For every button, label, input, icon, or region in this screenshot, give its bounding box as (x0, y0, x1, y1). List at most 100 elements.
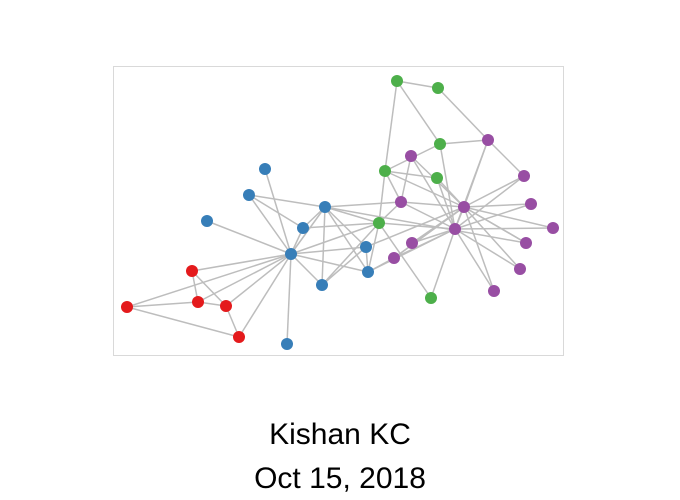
graph-node-green (434, 138, 446, 150)
graph-edge (365, 206, 465, 248)
graph-edge (206, 220, 292, 255)
graph-edge (437, 87, 489, 141)
graph-node-red (186, 265, 198, 277)
graph-edge (324, 201, 402, 208)
graph-edge (454, 228, 495, 292)
graph-node-blue (360, 241, 372, 253)
graph-edge (463, 206, 527, 244)
graph-node-purple (449, 223, 461, 235)
network-graph (113, 66, 564, 356)
graph-node-purple (458, 201, 470, 213)
graph-edge (454, 228, 521, 270)
graph-edge (324, 206, 367, 248)
graph-node-green (391, 75, 403, 87)
graph-node-blue (281, 338, 293, 350)
graph-edge (463, 206, 521, 270)
graph-edge (400, 201, 465, 208)
graph-edge (290, 253, 369, 273)
graph-edge (384, 80, 398, 172)
graph-node-green (425, 292, 437, 304)
graph-node-purple (525, 198, 537, 210)
graph-edge (487, 139, 525, 177)
graph-edge (191, 253, 292, 272)
graph-edge (238, 253, 292, 338)
graph-edge (126, 306, 240, 338)
graph-edge (430, 228, 456, 299)
graph-edge (321, 246, 367, 286)
graph-node-purple (395, 196, 407, 208)
graph-node-blue (259, 163, 271, 175)
author-name: Kishan KC (269, 418, 411, 451)
graph-edge (411, 228, 456, 244)
graph-node-blue (316, 279, 328, 291)
node-layer (121, 75, 559, 350)
graph-edge (321, 222, 380, 286)
graph-node-purple (514, 263, 526, 275)
graph-edge (324, 206, 380, 224)
graph-edge (400, 155, 412, 203)
graph-edge (126, 301, 199, 308)
graph-node-blue (297, 222, 309, 234)
graph-edge (378, 222, 456, 230)
presentation-date: Oct 15, 2018 (254, 462, 426, 495)
graph-node-blue (362, 266, 374, 278)
graph-edge (290, 246, 367, 255)
graph-node-green (373, 217, 385, 229)
graph-node-green (432, 82, 444, 94)
graph-edge (463, 206, 495, 292)
graph-edge (302, 222, 380, 229)
graph-node-blue (243, 189, 255, 201)
graph-node-red (121, 301, 133, 313)
graph-edge (436, 177, 456, 230)
graph-edge (463, 175, 525, 208)
graph-edge (396, 80, 441, 145)
graph-edge (225, 253, 292, 307)
graph-edge (393, 228, 456, 259)
graph-edge (197, 253, 292, 303)
graph-edge (454, 203, 532, 230)
graph-edge (367, 222, 380, 273)
graph-edge (191, 270, 227, 307)
graph-edge (439, 143, 456, 230)
graph-node-green (379, 165, 391, 177)
graph-edge (463, 206, 554, 229)
graph-edge (321, 206, 326, 286)
graph-node-purple (488, 285, 500, 297)
graph-edge (439, 139, 489, 145)
graph-edge (384, 170, 465, 208)
graph-edge (290, 253, 323, 286)
graph-node-purple (518, 170, 530, 182)
graph-node-purple (520, 237, 532, 249)
graph-edge (396, 80, 439, 89)
graph-edge (290, 222, 380, 255)
graph-edge (378, 170, 386, 224)
graph-node-blue (285, 248, 297, 260)
graph-edge (454, 227, 554, 230)
graph-node-red (233, 331, 245, 343)
graph-edge (248, 194, 304, 229)
graph-node-green (431, 172, 443, 184)
graph-edge (463, 203, 532, 208)
network-graph-canvas (121, 75, 559, 350)
graph-node-purple (406, 237, 418, 249)
graph-node-purple (547, 222, 559, 234)
edge-layer (126, 80, 554, 345)
graph-node-red (220, 300, 232, 312)
graph-node-purple (405, 150, 417, 162)
graph-node-purple (482, 134, 494, 146)
graph-edge (400, 201, 456, 230)
graph-node-purple (388, 252, 400, 264)
graph-edge (454, 175, 525, 230)
graph-edge (264, 168, 292, 255)
graph-edge (378, 222, 432, 299)
graph-edge (410, 155, 456, 230)
graph-edge (126, 253, 292, 308)
graph-node-red (192, 296, 204, 308)
graph-edge (384, 170, 438, 179)
graph-edge (324, 206, 527, 244)
graph-node-blue (319, 201, 331, 213)
graph-edge (286, 253, 292, 345)
graph-edge (324, 206, 369, 273)
graph-edge (248, 194, 326, 208)
graph-node-blue (201, 215, 213, 227)
